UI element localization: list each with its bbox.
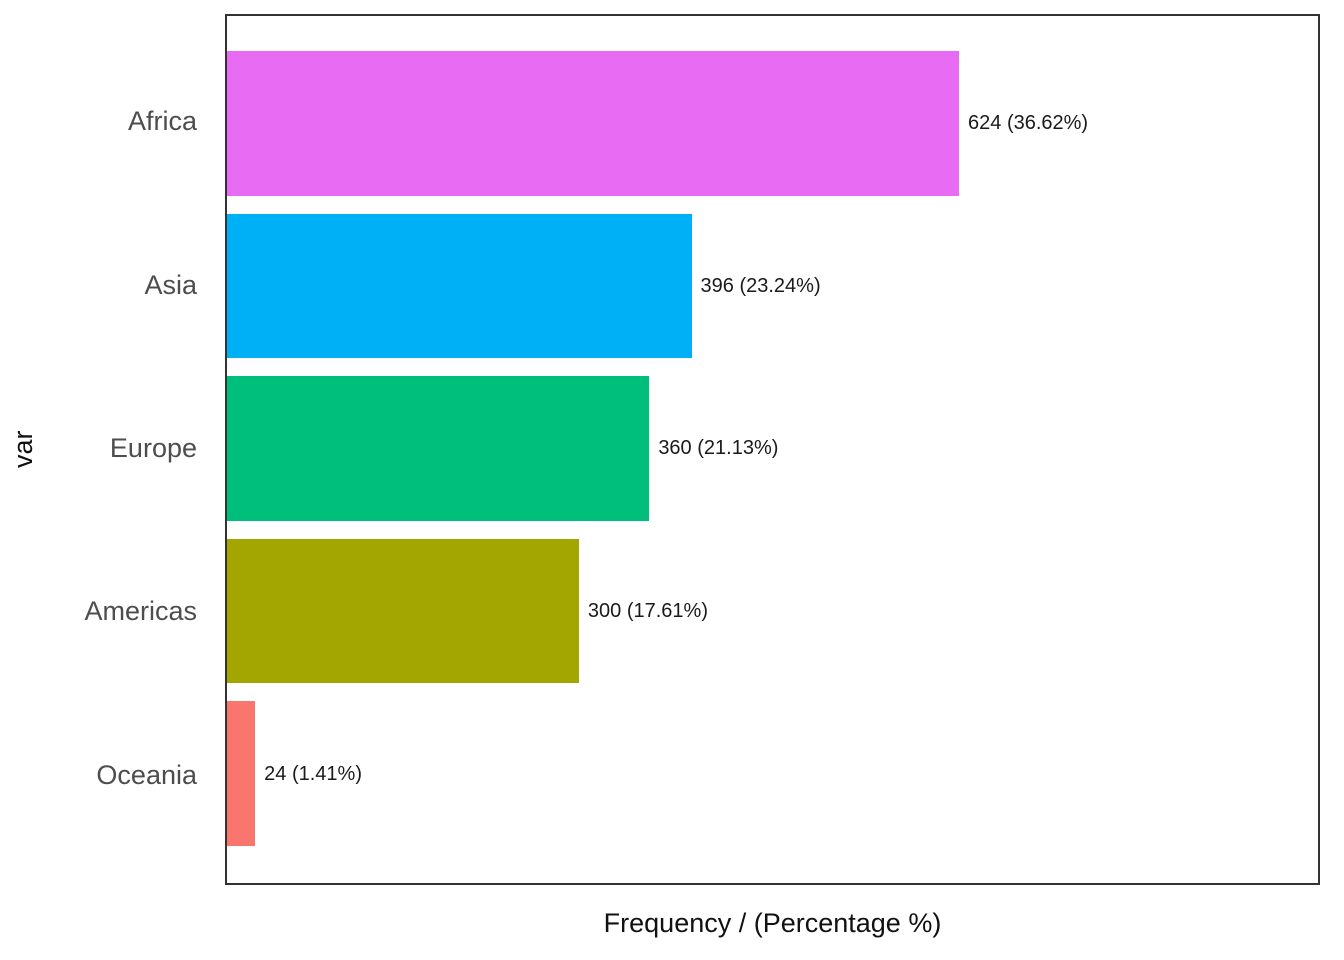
bar-value-label-asia: 396 (23.24%) (700, 274, 821, 297)
category-label-asia: Asia (144, 269, 197, 300)
bar-africa (227, 50, 960, 196)
category-label-americas: Americas (84, 596, 197, 627)
bar-europe (227, 376, 650, 521)
category-label-oceania: Oceania (96, 759, 197, 790)
category-label-africa: Africa (127, 106, 197, 137)
plot-panel: 624 (36.62%) 396 (23.24%) 360 (21.13%) 300 … (225, 14, 1320, 885)
bar-row-americas: 300 (17.61%) (227, 530, 1318, 693)
category-label-europe: Europe (109, 433, 197, 464)
bar-oceania (227, 701, 256, 847)
bar-americas (227, 538, 579, 684)
bar-row-asia: 396 (23.24%) (227, 205, 1318, 368)
bar-row-africa: 624 (36.62%) (227, 42, 1318, 205)
bar-value-label-oceania: 24 (1.41%) (264, 762, 362, 785)
x-axis-title: Frequency / (Percentage %) (603, 908, 942, 938)
bar-value-label-africa: 624 (36.62%) (968, 112, 1089, 135)
y-axis-labels: Africa Asia Europe Americas Oceania (0, 14, 211, 885)
bar-value-label-americas: 300 (17.61%) (587, 600, 708, 623)
bar-row-oceania: 24 (1.41%) (227, 692, 1318, 855)
bar-asia (227, 213, 692, 359)
bar-value-label-europe: 360 (21.13%) (658, 437, 779, 460)
bar-row-europe: 360 (21.13%) (227, 367, 1318, 530)
